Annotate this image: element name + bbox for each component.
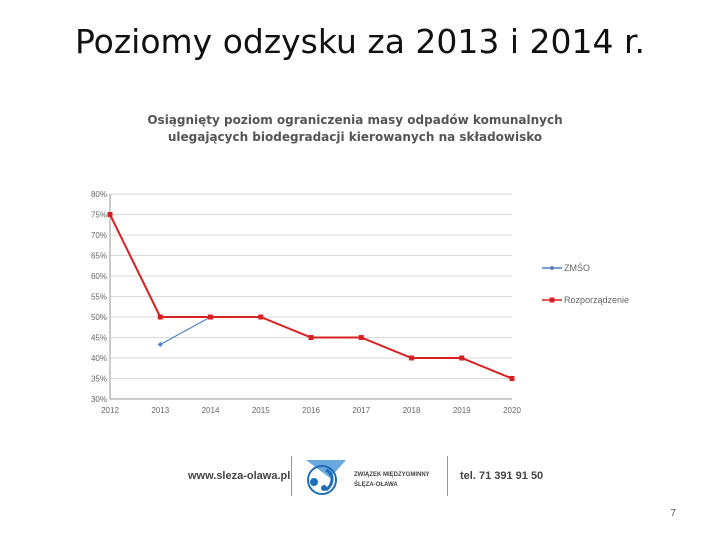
data-point (157, 341, 163, 347)
footer: www.sleza-olawa.pl ZWIĄZEK MIĘDZYGMINNY … (180, 454, 550, 500)
x-tick-label: 2020 (503, 406, 521, 415)
legend-label: ZMŚO (564, 262, 590, 273)
data-point (459, 355, 465, 361)
x-tick-label: 2019 (453, 406, 471, 415)
line-chart: 30% 35% 40% 45% 50% 55% 60% 65% 70% 75% 80% 2012 201… (91, 190, 629, 415)
y-tick-label: 70% (91, 231, 107, 240)
legend-marker (549, 265, 555, 271)
slide-title: Poziomy odzysku za 2013 i 2014 r. (74, 22, 646, 61)
x-tick-label: 2013 (151, 406, 169, 415)
x-tick-label: 2018 (403, 406, 421, 415)
y-tick-label: 40% (91, 354, 107, 363)
data-point (107, 212, 113, 217)
series-line (159, 316, 211, 345)
chart-axes: 30% 35% 40% 45% 50% 55% 60% 65% 70% 75% 80% 2012 201… (91, 190, 521, 415)
x-tick-label: 2014 (202, 406, 220, 415)
x-tick-label: 2017 (352, 406, 370, 415)
data-point (409, 355, 414, 361)
data-point (258, 314, 264, 320)
legend-label: Rozporządzenie (564, 295, 629, 305)
footer-org-line2: ŚLĘZA-OŁAWA (354, 482, 398, 488)
y-tick-label: 50% (91, 313, 107, 322)
data-point (308, 335, 314, 340)
footer-org-name: ZWIĄZEK MIĘDZYGMINNY ŚLĘZA-OŁAWA (354, 470, 430, 490)
y-tick-label: 65% (91, 252, 107, 261)
chart-grid (110, 193, 512, 400)
chart-series (107, 212, 515, 381)
page-number: 7 (670, 508, 676, 519)
union-logo-icon (306, 460, 346, 495)
data-point (509, 376, 515, 381)
data-point (358, 335, 364, 340)
legend-marker (549, 297, 555, 303)
footer-divider (447, 456, 448, 496)
x-tick-label: 2012 (101, 406, 119, 415)
x-tick-label: 2015 (252, 406, 270, 415)
chart-title: Osiągnięty poziom ograniczenia masy odpa… (147, 113, 563, 144)
x-tick-label: 2016 (302, 406, 320, 415)
chart-legend: ZMŚO Rozporządzenie (542, 262, 629, 305)
footer-phone: tel. 71 391 91 50 (460, 470, 544, 482)
footer-org-line1: ZWIĄZEK MIĘDZYGMINNY (354, 472, 430, 478)
y-tick-label: 55% (91, 293, 107, 302)
footer-divider (291, 456, 292, 496)
footer-website[interactable]: www.sleza-olawa.pl (188, 470, 291, 482)
y-tick-label: 35% (91, 375, 107, 384)
y-tick-label: 60% (91, 272, 107, 281)
y-tick-label: 75% (91, 211, 107, 220)
y-tick-label: 30% (91, 395, 107, 404)
y-tick-label: 80% (91, 190, 107, 199)
data-point (208, 314, 213, 320)
data-point (157, 314, 163, 320)
y-tick-label: 45% (91, 334, 107, 343)
